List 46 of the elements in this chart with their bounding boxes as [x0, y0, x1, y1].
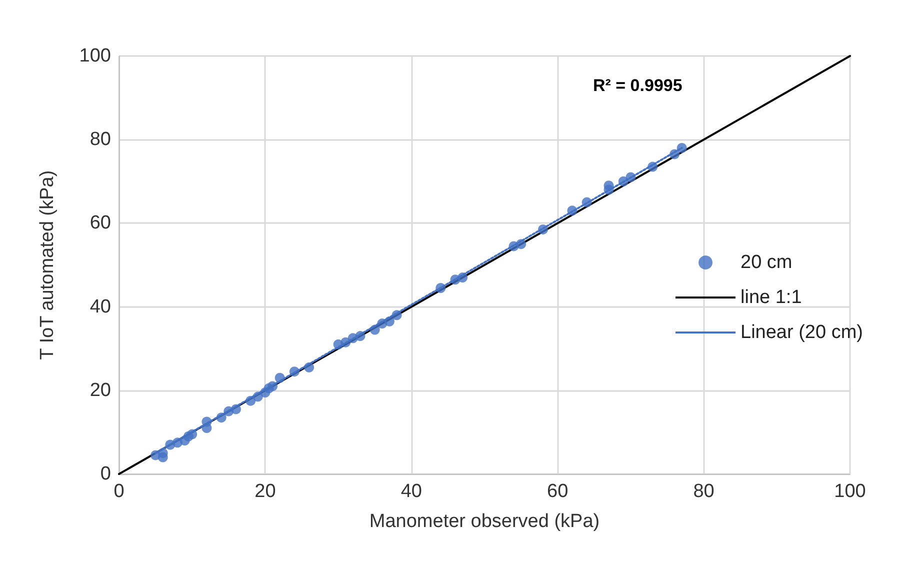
- point: [370, 324, 380, 335]
- x-tick-label: 80: [693, 481, 714, 502]
- point: [582, 197, 592, 208]
- y-tick-label: 40: [90, 296, 111, 318]
- point: [202, 416, 212, 427]
- point: [604, 180, 614, 191]
- point: [246, 396, 256, 406]
- legend-label: Linear (20 cm): [740, 322, 864, 343]
- point: [384, 316, 394, 326]
- point: [274, 372, 285, 383]
- point: [516, 239, 526, 250]
- point: [436, 282, 446, 293]
- point: [670, 149, 680, 160]
- legend-label: 20 cm: [740, 252, 792, 273]
- point: [216, 412, 226, 423]
- point: [158, 448, 168, 458]
- point: [340, 337, 351, 348]
- x-tick-label: 40: [400, 481, 422, 502]
- y-tick-label: 0: [100, 464, 111, 484]
- point: [648, 162, 658, 172]
- point: [355, 331, 366, 342]
- x-tick-label: 100: [834, 481, 866, 502]
- point: [626, 172, 636, 182]
- y-tick-label: 20: [90, 380, 111, 401]
- legend-label: line 1:1: [740, 287, 802, 308]
- point: [289, 366, 300, 377]
- x-axis-title: Manometer observed (kPa): [369, 511, 600, 532]
- x-tick-label: 20: [254, 481, 276, 502]
- point: [187, 429, 198, 440]
- x-tick-label: 0: [114, 481, 124, 502]
- y-tick-label: 100: [79, 46, 111, 66]
- annotation: R² = 0.9995: [593, 76, 682, 95]
- y-tick-label: 60: [90, 212, 111, 234]
- point: [538, 224, 548, 234]
- point: [230, 404, 241, 414]
- point: [268, 381, 278, 392]
- y-tick-label: 80: [90, 129, 111, 150]
- x-tick-label: 60: [547, 481, 568, 502]
- point: [567, 206, 578, 216]
- y-axis-title: T IoT automated (kPa): [37, 170, 58, 360]
- point: [676, 142, 687, 153]
- point: [392, 310, 402, 320]
- point: [252, 392, 263, 402]
- point: [458, 272, 468, 283]
- point: [618, 176, 628, 186]
- point: [304, 362, 314, 372]
